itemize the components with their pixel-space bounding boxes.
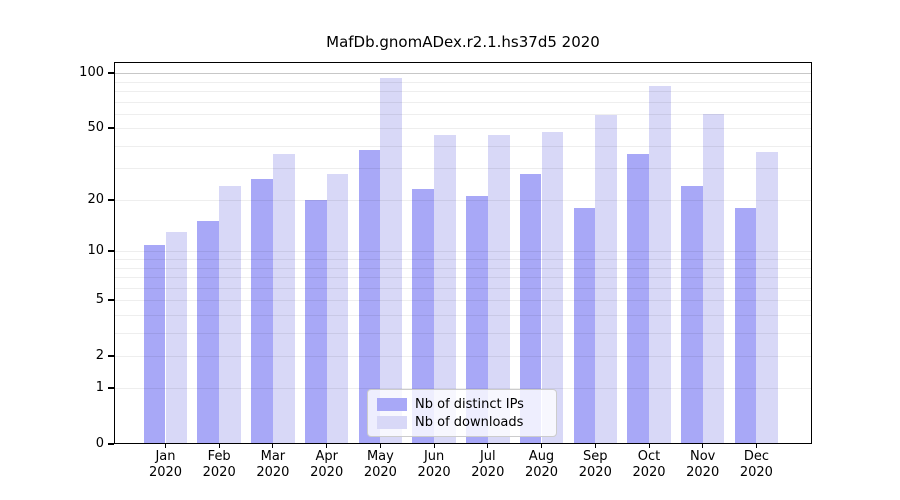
y-tick-1 — [108, 387, 114, 390]
legend-swatch-distinct-ips-icon — [377, 398, 407, 411]
bar-downloads-oct — [649, 86, 671, 444]
gridline-80 — [115, 91, 811, 93]
x-tick-jan — [165, 444, 166, 448]
y-tick-20 — [108, 198, 114, 201]
gridline-20 — [115, 199, 811, 201]
gridline-2 — [115, 355, 811, 357]
gridline-4 — [115, 314, 811, 316]
gridline-90 — [115, 81, 811, 83]
x-tick-dec — [755, 444, 757, 448]
bar-distinct-ips-dec — [734, 207, 757, 444]
gridline-1 — [115, 388, 811, 390]
gridline-9 — [115, 259, 811, 261]
y-tick-50 — [108, 127, 114, 130]
bar-downloads-may — [380, 78, 403, 444]
x-tick-label-jul: Jul 2020 — [471, 449, 505, 480]
chart-title: MafDb.gnomADex.r2.1.hs37d5 2020 — [326, 33, 600, 51]
x-tick-aug — [541, 444, 542, 448]
legend-label-downloads: Nb of downloads — [415, 415, 524, 430]
y-tick-2 — [108, 354, 114, 357]
bar-distinct-ips-jul — [466, 195, 488, 444]
x-tick-label-nov: Nov 2020 — [686, 449, 720, 480]
bar-distinct-ips-oct — [627, 154, 649, 444]
gridline-7 — [115, 277, 811, 278]
y-tick-label-2: 2 — [95, 347, 104, 363]
bar-distinct-ips-jun — [412, 188, 435, 444]
gridline-3 — [115, 332, 811, 334]
x-tick-label-aug: Aug 2020 — [524, 449, 559, 480]
gridline-40 — [115, 145, 811, 147]
x-tick-label-may: May 2020 — [363, 449, 397, 480]
x-tick-label-sep: Sep 2020 — [578, 449, 612, 480]
bar-downloads-jul — [487, 134, 510, 444]
x-tick-jun — [433, 444, 435, 448]
gridline-60 — [115, 113, 811, 115]
x-tick-mar — [272, 444, 274, 448]
y-tick-5 — [108, 299, 114, 302]
gridline-50 — [115, 128, 811, 130]
gridline-30 — [115, 168, 811, 170]
x-tick-sep — [594, 444, 596, 448]
legend: Nb of distinct IPs Nb of downloads — [367, 389, 557, 437]
gridline-100 — [115, 73, 811, 75]
x-tick-may — [379, 444, 381, 448]
bar-distinct-ips-may — [358, 149, 381, 444]
y-tick-label-5: 5 — [95, 292, 104, 308]
y-tick-10 — [108, 250, 114, 253]
gridline-6 — [115, 287, 811, 289]
bar-distinct-ips-aug — [519, 173, 542, 444]
bar-downloads-sep — [595, 115, 618, 444]
bar-downloads-mar — [272, 154, 295, 444]
bar-distinct-ips-jan — [143, 244, 166, 444]
bar-downloads-dec — [756, 151, 779, 444]
y-tick-label-1: 1 — [95, 380, 104, 396]
bar-distinct-ips-nov — [680, 185, 703, 444]
x-tick-jul — [487, 444, 489, 448]
x-tick-apr — [326, 444, 328, 448]
x-tick-nov — [702, 444, 704, 448]
legend-item-downloads: Nb of downloads — [377, 414, 547, 431]
bar-downloads-jun — [434, 134, 456, 444]
legend-label-distinct-ips: Nb of distinct IPs — [415, 397, 524, 412]
y-tick-0 — [108, 443, 114, 445]
y-tick-label-100: 100 — [79, 65, 104, 81]
legend-swatch-downloads-icon — [377, 416, 407, 429]
bar-distinct-ips-sep — [573, 207, 596, 444]
gridline-5 — [115, 300, 811, 302]
x-tick-label-jan: Jan 2020 — [148, 449, 183, 480]
gridline-8 — [115, 267, 811, 269]
bar-downloads-jan — [165, 232, 188, 444]
x-tick-label-dec: Dec 2020 — [739, 449, 773, 480]
x-tick-label-mar: Mar 2020 — [256, 449, 290, 480]
bar-distinct-ips-apr — [304, 199, 327, 444]
y-tick-100 — [108, 72, 114, 75]
y-tick-label-10: 10 — [87, 243, 104, 259]
bar-distinct-ips-mar — [251, 179, 273, 444]
x-tick-label-apr: Apr 2020 — [310, 449, 344, 480]
bar-distinct-ips-feb — [197, 221, 220, 444]
x-tick-label-jun: Jun 2020 — [417, 449, 451, 480]
x-tick-label-feb: Feb 2020 — [202, 449, 236, 480]
x-tick-oct — [648, 444, 650, 448]
y-tick-label-0: 0 — [95, 436, 104, 451]
bar-downloads-nov — [702, 113, 725, 444]
bar-downloads-apr — [326, 173, 349, 444]
bar-downloads-aug — [541, 131, 564, 444]
x-tick-feb — [218, 444, 220, 448]
legend-item-distinct-ips: Nb of distinct IPs — [377, 396, 547, 413]
x-tick-label-oct: Oct 2020 — [632, 449, 666, 480]
bar-downloads-feb — [219, 185, 241, 444]
gridline-70 — [115, 101, 811, 103]
gridline-10 — [115, 251, 811, 253]
y-tick-label-50: 50 — [87, 120, 104, 136]
y-tick-label-20: 20 — [87, 191, 104, 207]
